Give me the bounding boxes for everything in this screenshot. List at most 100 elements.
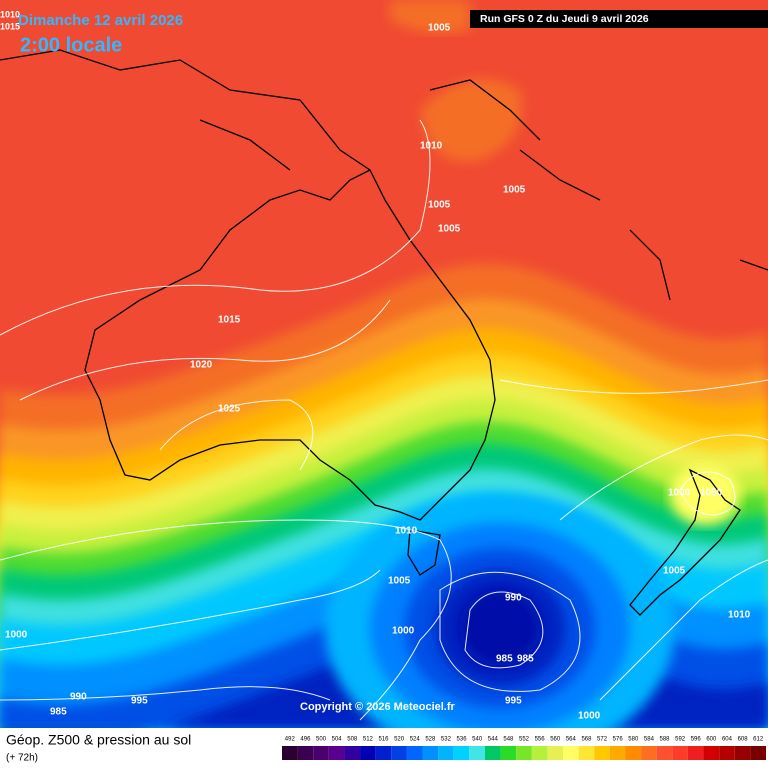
isobar-label: 985 [496, 654, 513, 665]
legend-label: 548 [503, 737, 514, 743]
legend-label: 612 [753, 737, 764, 743]
legend-label: 508 [347, 737, 358, 743]
run-info: Run GFS 0 Z du Jeudi 9 avril 2026 [480, 13, 649, 25]
legend-label: 532 [441, 737, 452, 743]
legend-label: 608 [738, 737, 749, 743]
legend-swatch [453, 746, 470, 760]
legend-label: 580 [628, 737, 639, 743]
legend-label: 540 [472, 737, 483, 743]
legend-swatch [500, 746, 517, 760]
forecast-time: 2:00 locale [20, 34, 122, 56]
isobar-label: 1005 [428, 23, 451, 34]
legend-swatch [375, 746, 392, 760]
legend-swatch [406, 746, 423, 760]
copyright: Copyright © 2026 Meteociel.fr [300, 701, 456, 713]
isobar-label: 1015 [218, 315, 241, 326]
isobar-label: 1005 [663, 566, 686, 577]
legend-swatch [609, 746, 626, 760]
legend-swatch [578, 746, 595, 760]
legend-label: 552 [519, 737, 530, 743]
legend-swatch [750, 746, 766, 760]
footer-subtitle: (+ 72h) [6, 753, 38, 764]
legend-swatch [625, 746, 642, 760]
legend-label: 556 [535, 737, 546, 743]
legend-label: 516 [378, 737, 389, 743]
legend-swatch [734, 746, 751, 760]
isobar-label: 995 [505, 696, 522, 707]
legend-swatch [672, 746, 688, 760]
legend-label: 536 [457, 737, 468, 743]
legend-swatch [360, 746, 376, 760]
legend-swatch [531, 746, 548, 760]
isobar-label: 1000 [5, 630, 28, 641]
isobar-label: 995 [131, 696, 148, 707]
map-labels: 1010 1015 1005 1010 1005 1005 1005 1015 1020 1025… [0, 9, 751, 721]
legend-swatch [641, 746, 657, 760]
legend-label: 596 [691, 737, 702, 743]
isobar-label: 1000 [392, 626, 415, 637]
low-pressure-core [460, 590, 540, 666]
isobar-label: 1050 [700, 488, 723, 499]
legend-label: 504 [332, 737, 343, 743]
corner-label: 1015 [0, 21, 20, 31]
legend-label: 560 [550, 737, 561, 743]
legend-swatch [484, 746, 501, 760]
isobar-label: 985 [517, 654, 534, 665]
legend-swatch [656, 746, 673, 760]
isobar-label: 990 [505, 593, 522, 604]
legend-label: 588 [660, 737, 671, 743]
legend-swatch [547, 746, 564, 760]
isobar-label: 1000 [578, 711, 601, 722]
legend-swatch [422, 746, 439, 760]
isobar-label: 990 [70, 692, 87, 703]
isobar-label: 1000 [668, 488, 691, 499]
coastlines [0, 49, 768, 616]
isobar-label: 1010 [728, 610, 751, 621]
color-legend: 492 496 500 504 508 512 516 520 524 528 532 536 540 5… [282, 737, 766, 760]
legend-swatch [563, 746, 579, 760]
legend-swatch [297, 746, 314, 760]
legend-label: 576 [613, 737, 624, 743]
run-box [470, 10, 768, 28]
legend-label: 528 [425, 737, 436, 743]
legend-label: 604 [722, 737, 733, 743]
isobar-label: 1025 [218, 404, 241, 415]
legend-label: 592 [675, 737, 686, 743]
legend-swatch [719, 746, 735, 760]
legend-label: 520 [394, 737, 405, 743]
isobars [0, 119, 768, 721]
isobar-label: 1005 [503, 185, 526, 196]
legend-label: 500 [316, 737, 327, 743]
forecast-date: Dimanche 12 avril 2026 [18, 12, 183, 29]
isobar-label: 985 [50, 707, 67, 718]
corner-label: 1010 [0, 9, 20, 19]
legend-swatch [313, 746, 329, 760]
legend-label: 524 [410, 737, 421, 743]
legend-swatch [344, 746, 361, 760]
legend-swatch [594, 746, 610, 760]
legend-label: 492 [285, 737, 296, 743]
high-core [670, 465, 740, 525]
legend-swatch [282, 746, 298, 760]
isobar-label: 1010 [395, 526, 418, 537]
legend-swatch [703, 746, 720, 760]
legend-label: 568 [581, 737, 592, 743]
legend-label: 572 [597, 737, 608, 743]
legend-label: 600 [706, 737, 717, 743]
legend-swatch [438, 746, 454, 760]
legend-label: 584 [644, 737, 655, 743]
legend-label: 512 [363, 737, 374, 743]
legend-swatch [516, 746, 532, 760]
legend-swatch [469, 746, 485, 760]
legend-swatch [391, 746, 407, 760]
legend-label: 564 [566, 737, 577, 743]
isobar-label: 1005 [428, 200, 451, 211]
legend-label: 496 [300, 737, 311, 743]
footer-title: Géop. Z500 & pression au sol [6, 732, 191, 748]
isobar-label: 1010 [420, 141, 443, 152]
legend-swatch [328, 746, 345, 760]
isobar-label: 1020 [190, 360, 213, 371]
isobar-label: 1005 [438, 224, 461, 235]
